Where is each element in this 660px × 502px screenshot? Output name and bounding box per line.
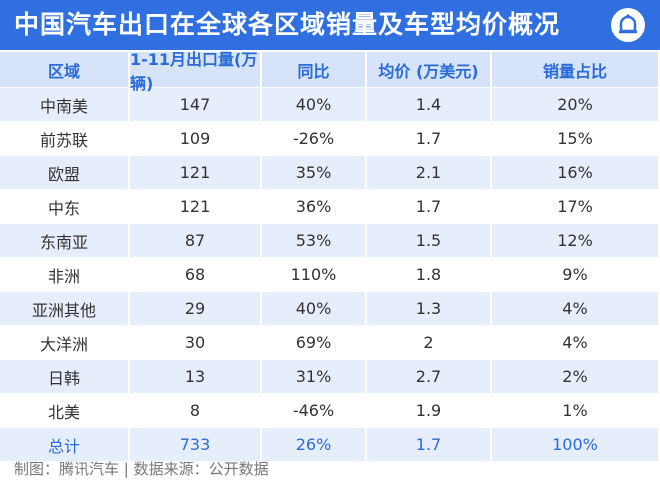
table-row: 中南美 147 40% 1.4 20% xyxy=(0,88,660,122)
table-cell: 17% xyxy=(492,190,660,223)
table-cell: 2.7 xyxy=(367,360,492,393)
table-cell: 31% xyxy=(262,360,367,393)
table-row: 欧盟 121 35% 2.1 16% xyxy=(0,156,660,190)
table-cell: 1.5 xyxy=(367,224,492,257)
table-cell: 欧盟 xyxy=(0,156,130,189)
table-cell: 东南亚 xyxy=(0,224,130,257)
table-cell: 12% xyxy=(492,224,660,257)
table-cell: 8 xyxy=(130,394,262,427)
table-cell: 1.3 xyxy=(367,292,492,325)
table-cell: 北美 xyxy=(0,394,130,427)
table-cell: 1% xyxy=(492,394,660,427)
table-cell: 非洲 xyxy=(0,258,130,291)
column-header: 区域 xyxy=(0,52,130,87)
column-header: 同比 xyxy=(262,52,367,87)
table-cell: 前苏联 xyxy=(0,122,130,155)
table-cell: 4% xyxy=(492,326,660,359)
table-cell: 1.7 xyxy=(367,122,492,155)
table-cell: 121 xyxy=(130,156,262,189)
footer: 制图：腾讯汽车 | 数据来源：公开数据 xyxy=(14,460,269,478)
table-row: 非洲 68 110% 1.8 9% xyxy=(0,258,660,292)
table-cell: 2 xyxy=(367,326,492,359)
title: 中国汽车出口在全球各区域销量及车型均价概况 xyxy=(14,10,561,39)
table-cell: 29 xyxy=(130,292,262,325)
header-bar: 中国汽车出口在全球各区域销量及车型均价概况 xyxy=(0,0,660,50)
table-cell: 大洋洲 xyxy=(0,326,130,359)
column-header: 销量占比 xyxy=(492,52,660,87)
table-cell: 30 xyxy=(130,326,262,359)
table-cell: 中东 xyxy=(0,190,130,223)
table-cell: 1.9 xyxy=(367,394,492,427)
table-cell: 日韩 xyxy=(0,360,130,393)
table-cell: 4% xyxy=(492,292,660,325)
table-row: 中东 121 36% 1.7 17% xyxy=(0,190,660,224)
table-cell: 1.8 xyxy=(367,258,492,291)
table-cell: 109 xyxy=(130,122,262,155)
table-cell: 中南美 xyxy=(0,88,130,121)
table-cell: 147 xyxy=(130,88,262,121)
table-row: 区域 1-11月出口量(万辆) 同比 均价 (万美元) 销量占比 xyxy=(0,50,660,93)
table-cell: 40% xyxy=(262,88,367,121)
table-cell: 121 xyxy=(130,190,262,223)
table-cell: 15% xyxy=(492,122,660,155)
table-row: 日韩 13 31% 2.7 2% xyxy=(0,360,660,394)
table-row: 北美 8 -46% 1.9 1% xyxy=(0,394,660,428)
table-cell: 20% xyxy=(492,88,660,121)
table-cell: 53% xyxy=(262,224,367,257)
table-cell: 9% xyxy=(492,258,660,291)
table-cell: 1.7 xyxy=(367,428,492,461)
table-cell: 110% xyxy=(262,258,367,291)
table-cell: 1.7 xyxy=(367,190,492,223)
table-cell: 100% xyxy=(492,428,660,461)
table-cell: 1.4 xyxy=(367,88,492,121)
table-row: 前苏联 109 -26% 1.7 15% xyxy=(0,122,660,156)
column-header: 均价 (万美元) xyxy=(367,52,492,87)
table-cell: 36% xyxy=(262,190,367,223)
table-row: 大洋洲 30 69% 2 4% xyxy=(0,326,660,360)
table-cell: 亚洲其他 xyxy=(0,292,130,325)
table-cell: 2.1 xyxy=(367,156,492,189)
table-cell: -26% xyxy=(262,122,367,155)
table-cell: 总计 xyxy=(0,428,130,461)
table-cell: 68 xyxy=(130,258,262,291)
table-cell: -46% xyxy=(262,394,367,427)
table-row: 亚洲其他 29 40% 1.3 4% xyxy=(0,292,660,326)
table-cell: 40% xyxy=(262,292,367,325)
table-cell: 26% xyxy=(262,428,367,461)
table-cell: 733 xyxy=(130,428,262,461)
table-cell: 69% xyxy=(262,326,367,359)
table-cell: 35% xyxy=(262,156,367,189)
table-cell: 16% xyxy=(492,156,660,189)
logo-icon xyxy=(611,8,645,42)
table-row: 总计 733 26% 1.7 100% xyxy=(0,428,660,462)
column-header: 1-11月出口量(万辆) xyxy=(130,50,262,93)
table-cell: 87 xyxy=(130,224,262,257)
table: 区域 1-11月出口量(万辆) 同比 均价 (万美元) 销量占比 中南美 147 40% 1.4… xyxy=(0,50,660,462)
table-cell: 13 xyxy=(130,360,262,393)
table-cell: 2% xyxy=(492,360,660,393)
table-row: 东南亚 87 53% 1.5 12% xyxy=(0,224,660,258)
